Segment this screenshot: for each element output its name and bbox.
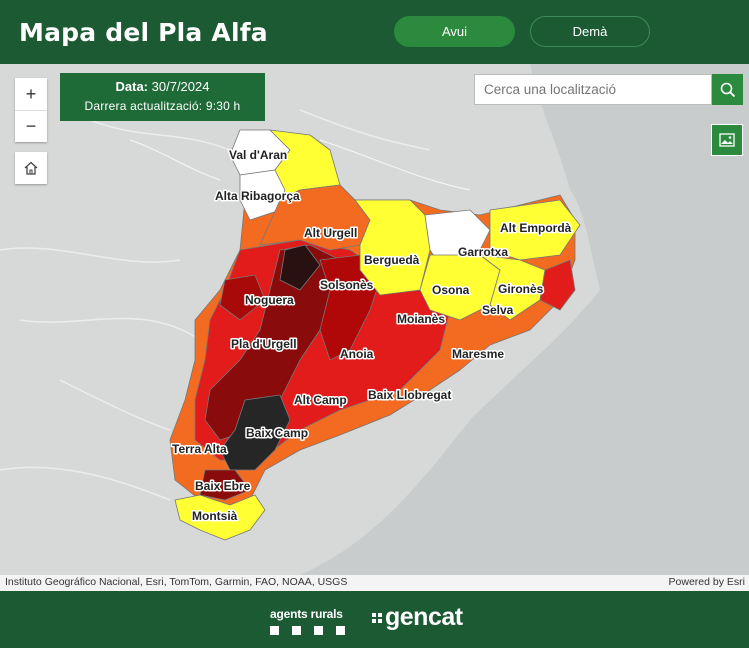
home-button[interactable]: [15, 152, 47, 184]
home-icon: [24, 161, 38, 175]
region-label-alt-camp: Alt Camp: [294, 393, 347, 407]
attribution-sources: Instituto Geográfico Nacional, Esri, Tom…: [5, 576, 348, 588]
zoom-out-button[interactable]: −: [15, 110, 47, 142]
tab-dema[interactable]: Demà: [530, 16, 650, 47]
region-label-noguera: Noguera: [245, 293, 294, 307]
region-label-baix-camp: Baix Camp: [246, 426, 308, 440]
region-labels: Val d'Aran Alta Ribagorça Alt Urgell Ber…: [171, 147, 574, 525]
gencat-dots-icon: [372, 612, 382, 623]
image-icon: [719, 133, 735, 147]
agents-rurals-text: agents rurals: [270, 607, 343, 621]
region-label-osona: Osona: [432, 283, 470, 297]
last-updated: Darrera actualització: 9:30 h: [84, 99, 241, 113]
zoom-controls: + −: [15, 78, 47, 142]
map-canvas: Val d'Aran Alta Ribagorça Alt Urgell Ber…: [0, 64, 749, 575]
region-label-anoia: Anoia: [340, 347, 374, 361]
gencat-logo: gencat: [372, 603, 463, 632]
search-button[interactable]: [712, 74, 743, 105]
zoom-in-button[interactable]: +: [25, 83, 37, 104]
agents-rurals-logo: agents rurals: [270, 607, 345, 635]
region-label-terra-alta: Terra Alta: [172, 442, 227, 456]
tab-avui[interactable]: Avui: [394, 16, 515, 47]
date-box: Data: 30/7/2024 Darrera actualització: 9…: [60, 73, 265, 121]
region-label-alta-ribagorca: Alta Ribagorça: [215, 189, 300, 203]
region-label-maresme: Maresme: [452, 347, 504, 361]
region-label-montsia: Montsià: [192, 509, 238, 523]
roads: [0, 109, 431, 501]
region-label-bergueda: Berguedà: [364, 253, 420, 267]
gencat-text: gencat: [385, 603, 463, 631]
map-attribution: Instituto Geográfico Nacional, Esri, Tom…: [0, 575, 749, 591]
region-label-pla-durgell: Pla d'Urgell: [231, 337, 297, 351]
date-value: 30/7/2024: [151, 79, 210, 94]
search-icon: [720, 82, 735, 97]
date-line: Data: 30/7/2024: [60, 79, 265, 94]
region-label-baix-ebre: Baix Ebre: [195, 479, 251, 493]
regions: [169, 129, 581, 541]
region-label-alt-urgell: Alt Urgell: [304, 226, 357, 240]
agents-rurals-squares: [270, 626, 345, 635]
region-label-val-daran: Val d'Aran: [229, 148, 287, 162]
region-label-moianes: Moianès: [397, 312, 445, 326]
sea: [300, 64, 749, 575]
region-label-garrotxa: Garrotxa: [458, 245, 508, 259]
powered-by-esri[interactable]: Powered by Esri: [668, 576, 745, 588]
app-header: Mapa del Pla Alfa Avui Demà: [0, 0, 749, 64]
region-label-selva: Selva: [482, 303, 514, 317]
map-view[interactable]: Val d'Aran Alta Ribagorça Alt Urgell Ber…: [0, 64, 749, 591]
date-label: Data:: [115, 79, 149, 94]
borders: [129, 139, 471, 191]
region-label-solsones: Solsonès: [320, 278, 374, 292]
search-input[interactable]: [474, 74, 712, 105]
region-label-baix-llobregat: Baix Llobregat: [368, 388, 451, 402]
region-label-girones: Gironès: [498, 282, 544, 296]
page-title: Mapa del Pla Alfa: [19, 18, 268, 47]
basemap-gallery-button[interactable]: [711, 124, 743, 156]
region-label-alt-emporda: Alt Empordà: [500, 221, 572, 235]
